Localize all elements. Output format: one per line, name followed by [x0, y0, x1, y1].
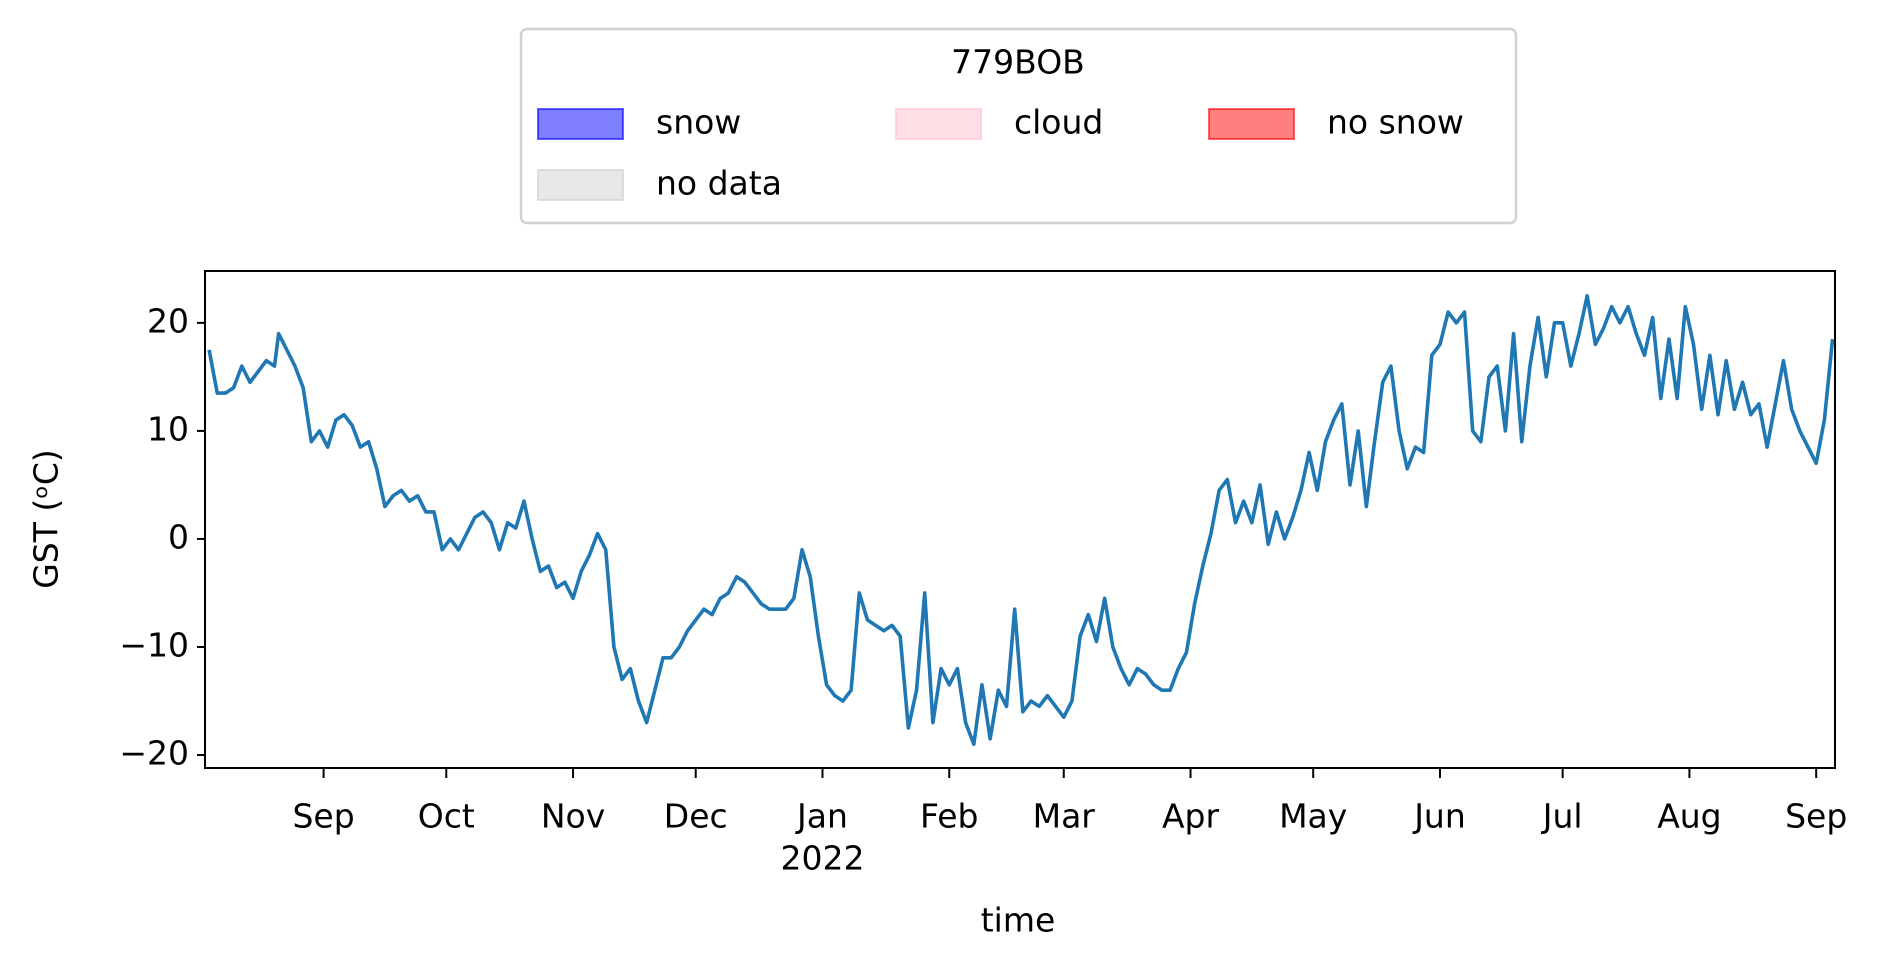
data-line: [207, 294, 1835, 747]
y-tick-label: −20: [119, 734, 189, 773]
legend-frame: [519, 27, 1518, 225]
legend-label: no data: [656, 164, 782, 203]
plot-frame: [204, 270, 1836, 769]
x-tick-label: Aug: [1657, 797, 1721, 836]
y-tick-label: 20: [147, 301, 189, 340]
legend-label: no snow: [1327, 103, 1464, 142]
x-tick-label: Dec: [664, 797, 728, 836]
legend-label: cloud: [1014, 103, 1103, 142]
x-tick-label: Mar: [1033, 797, 1096, 836]
x-tick-label: May: [1279, 797, 1347, 836]
legend-title: 779BOB: [951, 43, 1085, 82]
y-tick-label: −10: [119, 625, 189, 664]
x-tick-label: Nov: [541, 797, 605, 836]
legend-swatch: [537, 169, 624, 201]
y-tick-label: 10: [147, 409, 189, 448]
x-tick-label: Apr: [1162, 797, 1220, 836]
x-year-label: 2022: [780, 839, 864, 878]
legend-swatch: [537, 108, 624, 140]
x-tick-label: Jun: [1412, 797, 1466, 836]
x-tick-label: Jan: [795, 797, 848, 836]
y-tick-label: 0: [168, 517, 189, 556]
x-axis-label: time: [981, 901, 1056, 940]
x-tick-label: Oct: [418, 797, 475, 836]
x-tick-label: Feb: [920, 797, 978, 836]
x-tick-label: Sep: [1785, 797, 1847, 836]
y-axis-label: GST (ᵒC): [27, 449, 66, 589]
legend-swatch: [895, 108, 982, 140]
x-tick-label: Jul: [1541, 797, 1583, 836]
legend-label: snow: [656, 103, 741, 142]
x-tick-label: Sep: [292, 797, 354, 836]
legend-swatch: [1208, 108, 1295, 140]
